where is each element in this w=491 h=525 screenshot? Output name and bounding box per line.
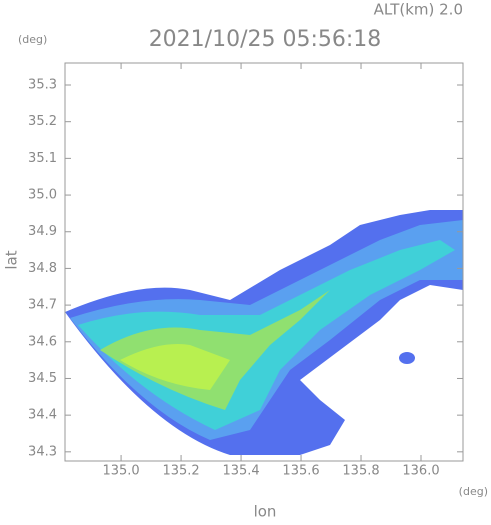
x-unit: (deg) [459, 485, 488, 498]
x-axis-label: lon [254, 503, 277, 521]
y-tick-label: 34.4 [28, 408, 57, 423]
y-axis-label: lat [3, 250, 21, 269]
x-tick-label: 135.2 [162, 464, 199, 479]
altitude: ALT(km) 2.0 [374, 1, 463, 19]
radar-echo [65, 210, 463, 455]
y-tick-label: 34.9 [28, 224, 57, 239]
y-tick-label: 35.0 [28, 188, 57, 203]
x-tick-label: 135.6 [282, 464, 319, 479]
y-tick-label: 35.1 [28, 151, 57, 166]
chart-title: 2021/10/25 05:56:18 [149, 27, 382, 52]
y-tick-label: 34.3 [28, 444, 57, 459]
y-tick-label: 34.8 [28, 261, 57, 276]
y-tick-label: 35.2 [28, 114, 57, 129]
y-tick-label: 34.5 [28, 371, 57, 386]
x-tick-label: 135.8 [342, 464, 379, 479]
x-tick-label: 135.4 [222, 464, 259, 479]
x-tick-label: 135.0 [102, 464, 139, 479]
x-tick-label: 136.0 [402, 464, 439, 479]
plot-frame [64, 62, 464, 462]
y-tick-label: 35.3 [28, 78, 57, 93]
y-tick-label: 34.6 [28, 334, 57, 349]
y-unit: (deg) [18, 33, 47, 46]
y-tick-label: 34.7 [28, 298, 57, 313]
